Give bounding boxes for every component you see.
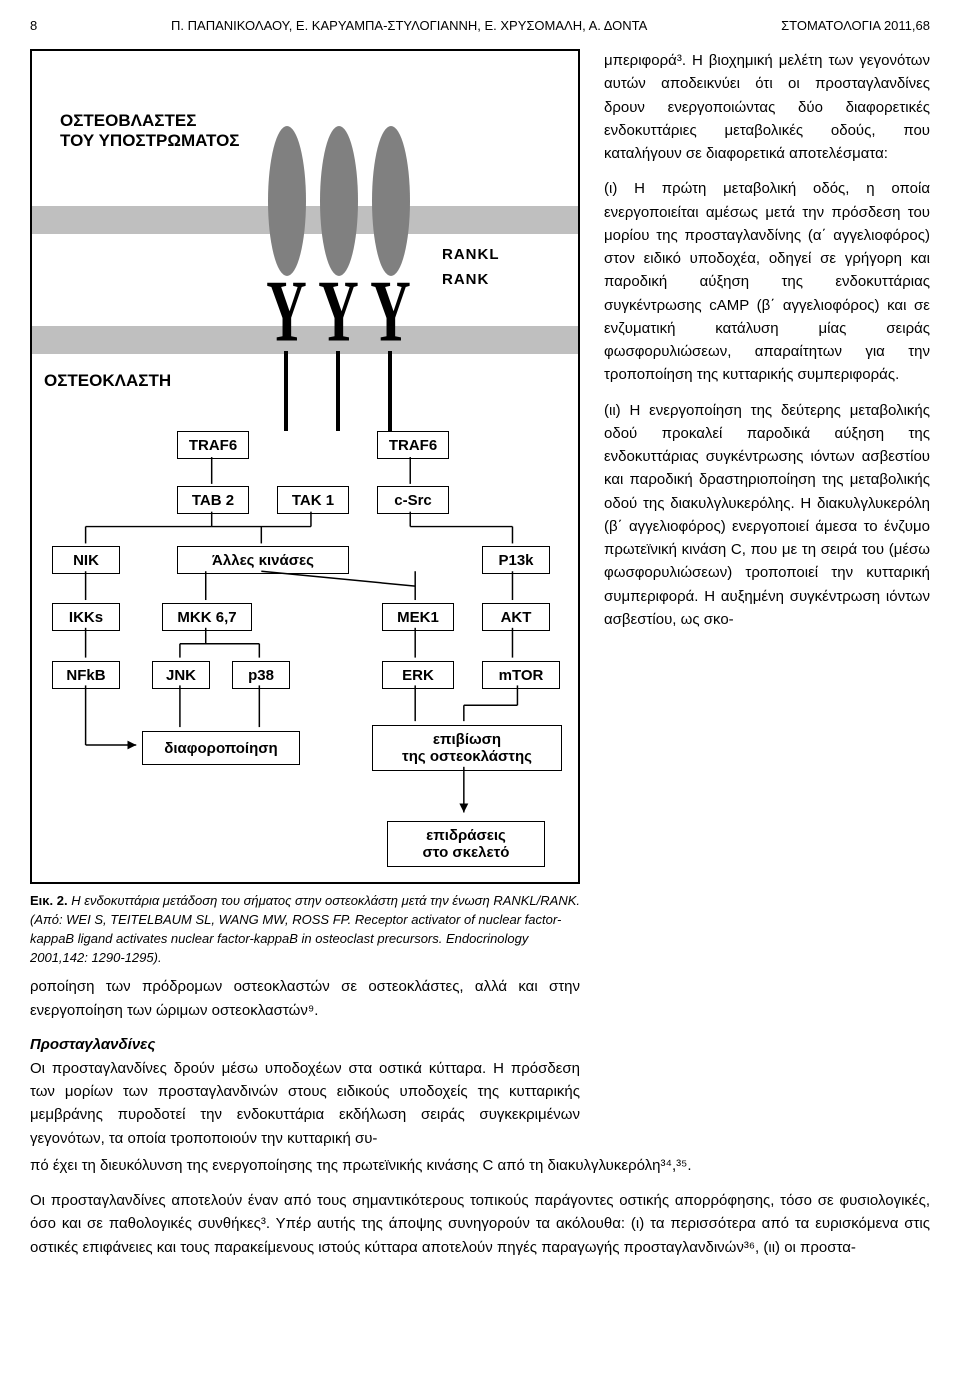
node-traf6_l: TRAF6 [177,431,249,459]
receptor-y-icon: Y [266,268,306,356]
node-mek1: MEK1 [382,603,454,631]
figure-caption: Εικ. 2. Η ενδοκυττάρια μετάδοση του σήμα… [30,892,580,967]
right-column: μπεριφορά³. Η βιοχημική μελέτη των γεγον… [604,49,930,1162]
osteoblast-oval [372,126,410,276]
right-paragraph-3: (ιι) Η ενεργοποίηση της δεύτερης μεταβολ… [604,399,930,632]
node-traf6_r: TRAF6 [377,431,449,459]
node-ikks: IKKs [52,603,120,631]
node-erk: ERK [382,661,454,689]
label-rankl: RANKL [442,246,500,263]
receptor-y-icon: Y [370,268,410,356]
node-tak1: TAK 1 [277,486,349,514]
figure-label: Εικ. 2. [30,893,68,908]
right-paragraph-1: μπεριφορά³. Η βιοχημική μελέτη των γεγον… [604,49,930,165]
receptor-stem [336,351,340,431]
label-rank: RANK [442,271,489,288]
right-paragraph-5: Οι προσταγλανδίνες αποτελούν έναν από το… [30,1189,930,1259]
right-paragraph-2: (ι) Η πρώτη μεταβολική οδός, η οποία ενε… [604,177,930,386]
section-heading-prostaglandins: Προσταγλανδίνες [30,1036,580,1053]
label-osteoclast: ΟΣΤΕΟΚΛΑΣΤΗ [44,371,171,391]
node-tab2: TAB 2 [177,486,249,514]
node-diff: διαφοροποίηση [142,731,300,765]
node-mkk: MKK 6,7 [162,603,252,631]
header-authors: Π. ΠΑΠΑΝΙΚΟΛΑΟΥ, Ε. ΚΑΡΥΑΜΠΑ-ΣΤΥΛΟΓΙΑΝΝΗ… [171,18,647,33]
left-paragraph-1: ροποίηση των πρόδρομων οστεοκλαστών σε ο… [30,975,580,1022]
osteoblast-oval [268,126,306,276]
left-column: YYY ΟΣΤΕΟΒΛΑΣΤΕΣ ΤΟΥ ΥΠΟΣΤΡΩΜΑΤΟΣ ΟΣΤΕΟΚΛΑ… [30,49,580,1162]
page-number: 8 [30,18,37,33]
node-nik: NIK [52,546,120,574]
figure-caption-text: Η ενδοκυττάρια μετάδοση του σήματος στην… [30,893,580,965]
node-survival: επιβίωση της οστεοκλάστης [372,725,562,771]
node-mtor: mTOR [482,661,560,689]
osteoblast-oval [320,126,358,276]
lower-text-block: πό έχει τη διευκόλυνση της ενεργοποίησης… [30,1154,930,1271]
figure-2-diagram: YYY ΟΣΤΕΟΒΛΑΣΤΕΣ ΤΟΥ ΥΠΟΣΤΡΩΜΑΤΟΣ ΟΣΤΕΟΚΛΑ… [30,49,580,884]
page-header: 8 Π. ΠΑΠΑΝΙΚΟΛΑΟΥ, Ε. ΚΑΡΥΑΜΠΑ-ΣΤΥΛΟΓΙΑΝ… [30,18,930,33]
node-p38: p38 [232,661,290,689]
receptor-y-icon: Y [318,268,358,356]
header-journal: ΣΤΟΜΑΤΟΛΟΓΙΑ 2011,68 [781,18,930,33]
receptor-stem [388,351,392,431]
node-jnk: JNK [152,661,210,689]
node-effects: επιδράσεις στο σκελετό [387,821,545,867]
page: 8 Π. ΠΑΠΑΝΙΚΟΛΑΟΥ, Ε. ΚΑΡΥΑΜΠΑ-ΣΤΥΛΟΓΙΑΝ… [0,0,960,1384]
node-csrc: c-Src [377,486,449,514]
label-osteoblasts: ΟΣΤΕΟΒΛΑΣΤΕΣ ΤΟΥ ΥΠΟΣΤΡΩΜΑΤΟΣ [60,111,240,151]
node-kinases: Άλλες κινάσες [177,546,349,574]
left-paragraph-2: Οι προσταγλανδίνες δρούν μέσω υποδοχέων … [30,1057,580,1150]
node-nfkb: NFkB [52,661,120,689]
content-columns: YYY ΟΣΤΕΟΒΛΑΣΤΕΣ ΤΟΥ ΥΠΟΣΤΡΩΜΑΤΟΣ ΟΣΤΕΟΚΛΑ… [30,49,930,1162]
node-p13k: P13k [482,546,550,574]
receptor-stem [284,351,288,431]
node-akt: AKT [482,603,550,631]
